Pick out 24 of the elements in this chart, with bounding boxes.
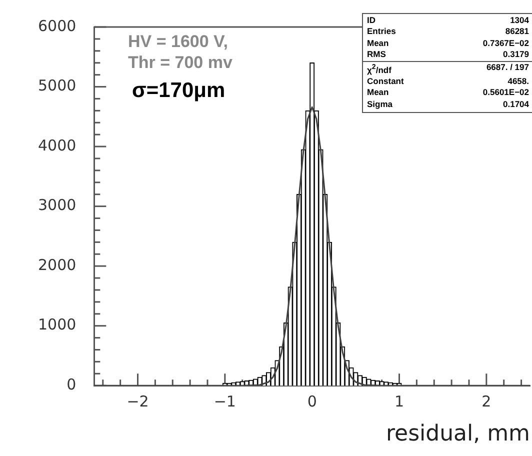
- y-tick-label: 0: [66, 375, 76, 394]
- text: RMS 0.3179: [367, 49, 529, 60]
- x-tick-label: −1: [214, 392, 236, 410]
- y-tick-label: 6000: [38, 16, 76, 35]
- annotation: Thr = 700 mv: [128, 52, 232, 73]
- x-tick-label: 0: [307, 392, 317, 410]
- text: Constant 4658.: [367, 76, 529, 86]
- x-tick-label: 1: [394, 392, 404, 410]
- x-tick-label: 2: [482, 392, 492, 410]
- text: ID 1304: [367, 15, 529, 25]
- y-tick-label: 2000: [38, 256, 76, 274]
- text: Sigma 0.1704: [367, 98, 529, 109]
- y-tick-label: 5000: [38, 76, 76, 95]
- x-axis-title: residual, mm: [386, 422, 530, 447]
- text: Mean 0.7367E−02: [367, 38, 529, 48]
- text: χ$^{2}$/ndf 6687. / 197: [367, 62, 529, 74]
- annotation: σ=170μm: [132, 79, 226, 103]
- y-tick-label: 4000: [38, 136, 76, 154]
- y-tick-label: 1000: [38, 316, 76, 334]
- x-tick-label: −2: [126, 392, 149, 410]
- text: Entries 86281: [367, 26, 529, 36]
- y-tick-label: 3000: [38, 196, 76, 214]
- text: Mean 0.5601E−02: [367, 87, 529, 98]
- annotation: HV = 1600 V,: [128, 31, 230, 52]
